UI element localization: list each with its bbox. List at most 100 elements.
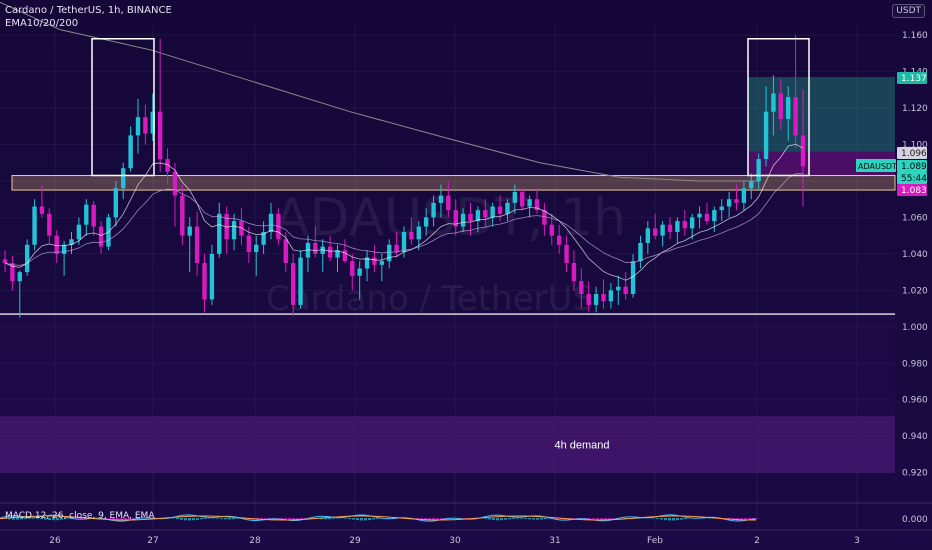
resistance-band xyxy=(11,174,896,191)
lower-shade xyxy=(0,314,895,417)
price-tag-bg xyxy=(897,160,927,172)
macd-histogram-bar xyxy=(508,518,511,520)
macd-histogram-bar xyxy=(680,518,683,520)
macd-histogram-bar xyxy=(116,518,119,521)
macd-histogram-bar xyxy=(420,518,423,520)
candle-body xyxy=(468,213,473,222)
candle-body xyxy=(719,206,724,211)
macd-histogram-bar xyxy=(292,518,295,520)
x-tick-label: 31 xyxy=(549,536,560,546)
macd-histogram-bar xyxy=(48,518,51,521)
candle-body xyxy=(741,188,747,203)
candle-body xyxy=(712,210,717,222)
candle-body xyxy=(84,204,89,225)
macd-histogram-bar xyxy=(288,518,291,520)
candle-body xyxy=(638,242,643,262)
demand-zone xyxy=(0,416,895,473)
candle-body xyxy=(660,224,665,236)
currency-unit-badge[interactable]: USDT xyxy=(892,4,925,18)
watermark-name: Cardano / TetherUS xyxy=(266,279,594,319)
macd-histogram-bar xyxy=(364,518,367,521)
candle-body xyxy=(475,210,481,222)
candle-body xyxy=(290,263,296,305)
candle-body xyxy=(305,242,311,258)
macd-histogram-bar xyxy=(496,518,499,521)
macd-histogram-bar xyxy=(608,518,611,521)
y-tick-label: 1.160 xyxy=(902,31,928,41)
macd-histogram-bar xyxy=(40,518,43,520)
macd-histogram-bar xyxy=(660,518,663,520)
macd-histogram-bar xyxy=(204,518,207,519)
macd-histogram-bar xyxy=(572,518,575,520)
x-tick-label: 26 xyxy=(49,536,61,546)
candle-body xyxy=(786,97,791,119)
price-tag-bg xyxy=(897,184,927,196)
macd-histogram-bar xyxy=(544,518,547,520)
x-tick-label: 29 xyxy=(349,536,361,546)
macd-histogram-bar xyxy=(492,518,495,521)
macd-histogram-bar xyxy=(576,518,579,519)
macd-histogram-bar xyxy=(376,518,379,519)
candle-body xyxy=(342,250,348,262)
macd-histogram-bar xyxy=(16,518,19,520)
macd-histogram-bar xyxy=(612,518,615,520)
macd-histogram-bar xyxy=(464,518,467,519)
macd-histogram-bar xyxy=(664,518,667,521)
candle-body xyxy=(364,257,370,269)
candle-body xyxy=(157,111,163,160)
candle-body xyxy=(209,253,215,300)
macd-histogram-bar xyxy=(372,518,375,520)
candle-body xyxy=(32,206,37,245)
y-tick-label: 0.920 xyxy=(902,469,928,479)
indicator-title: EMA10/20/200 xyxy=(5,18,79,29)
candle-body xyxy=(172,171,178,196)
candle-body xyxy=(372,257,377,265)
macd-histogram-bar xyxy=(416,518,419,520)
highlight-box-right xyxy=(747,38,810,177)
y-tick-label: 0.980 xyxy=(902,359,928,369)
macd-histogram-bar xyxy=(532,518,535,520)
candle-body xyxy=(261,232,266,245)
macd-histogram-bar xyxy=(236,518,239,519)
candle-body xyxy=(91,204,96,227)
macd-histogram-bar xyxy=(120,518,123,521)
macd-histogram-bar xyxy=(80,518,83,519)
candle-body xyxy=(39,206,45,214)
macd-histogram-bar xyxy=(112,518,115,520)
macd-histogram-bar xyxy=(484,518,487,519)
candle-body xyxy=(608,290,614,302)
candle-body xyxy=(61,244,67,254)
candle-body xyxy=(254,244,259,253)
macd-histogram-bar xyxy=(284,518,287,520)
demand-zone-label: 4h demand xyxy=(554,439,609,451)
macd-histogram-bar xyxy=(20,518,23,520)
macd-histogram-bar xyxy=(128,518,131,520)
macd-histogram-bar xyxy=(176,518,179,520)
candle-body xyxy=(143,117,148,134)
candle-body xyxy=(47,213,52,236)
candle-body xyxy=(512,191,518,203)
price-tag-label: 55:44 xyxy=(901,174,927,184)
candle-body xyxy=(350,261,355,276)
macd-histogram-bar xyxy=(272,518,275,519)
macd-histogram-bar xyxy=(672,518,675,521)
x-tick-label: 30 xyxy=(449,536,461,546)
macd-histogram-bar xyxy=(528,518,531,520)
macd-histogram-bar xyxy=(596,518,599,520)
candle-body xyxy=(128,135,133,169)
x-tick-label: 27 xyxy=(147,536,158,546)
macd-histogram-bar xyxy=(332,518,335,519)
y-tick-label: 1.120 xyxy=(902,104,928,114)
candle-body xyxy=(697,213,702,218)
ema200-line xyxy=(0,1,760,182)
candle-body xyxy=(98,226,104,247)
macd-histogram-bar xyxy=(184,518,187,521)
macd-histogram-bar xyxy=(356,518,359,521)
candle-body xyxy=(431,202,436,218)
price-tag-bg xyxy=(897,147,927,159)
macd-histogram-bar xyxy=(44,518,47,520)
candle-body xyxy=(800,135,806,167)
candle-body xyxy=(409,232,414,240)
